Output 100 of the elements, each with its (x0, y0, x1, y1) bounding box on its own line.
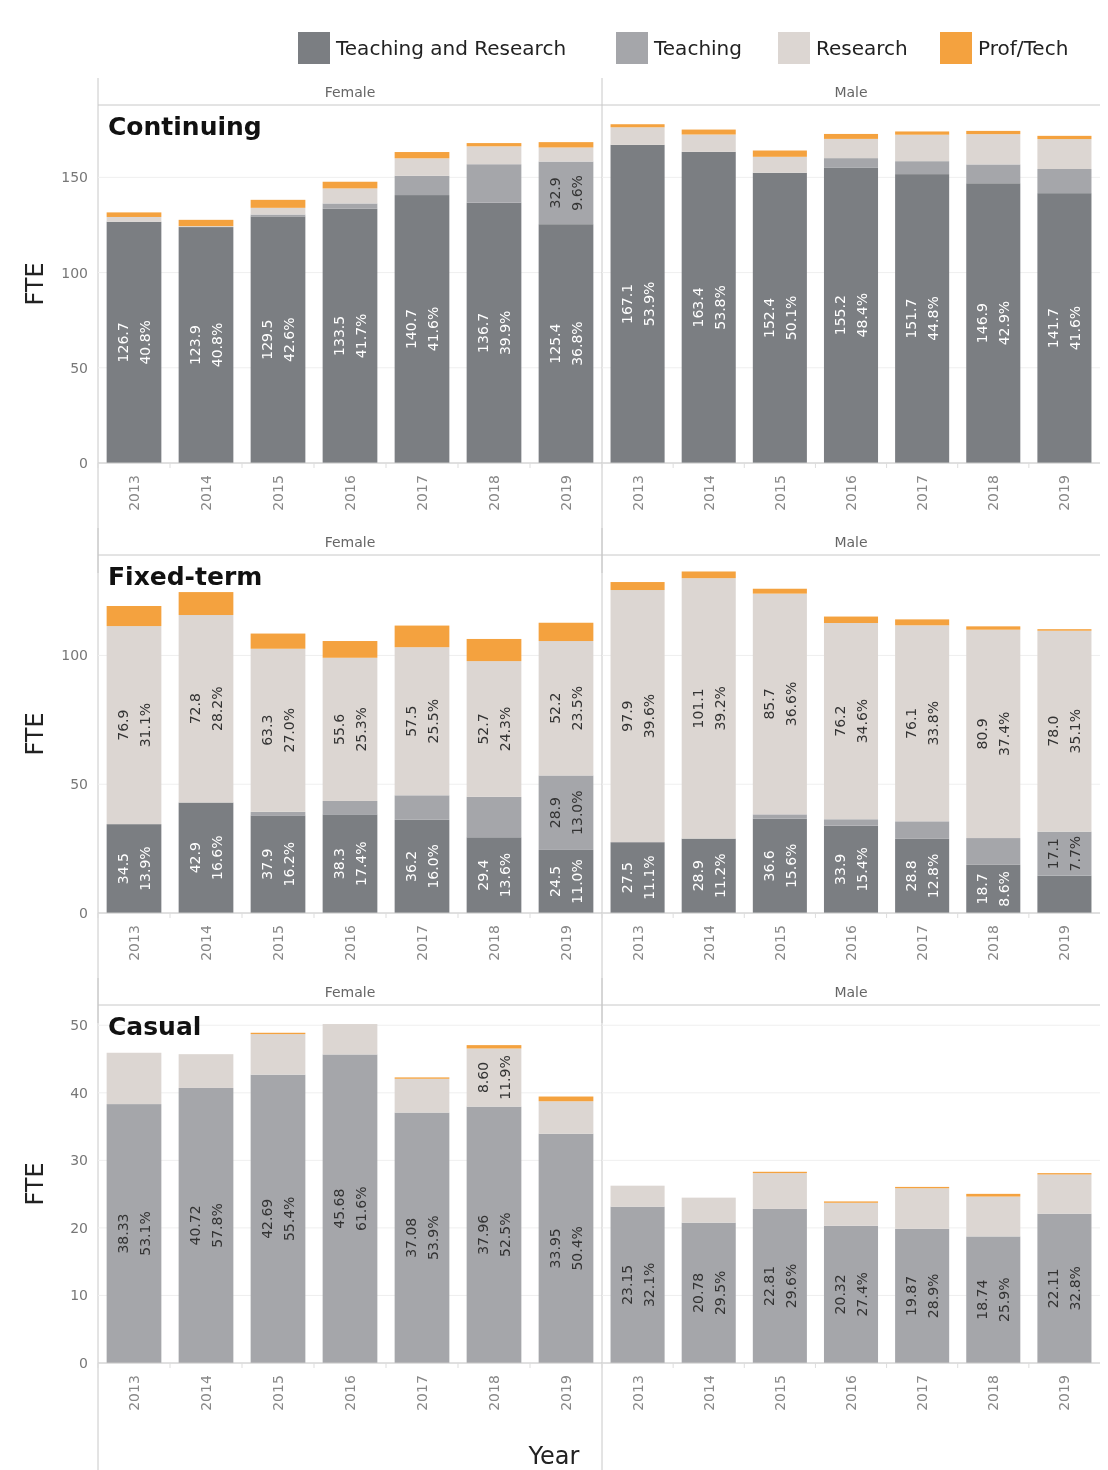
data-label: 18.74 25.9% (974, 1277, 1013, 1322)
bar (394, 795, 450, 820)
chart-title: Casual (108, 1012, 202, 1041)
data-label: 155.2 48.4% (832, 292, 870, 338)
x-tick-label: 2014 (700, 925, 717, 961)
chart-subtitle: Male (834, 984, 868, 1000)
bar (466, 1045, 522, 1049)
bar (895, 134, 950, 162)
bar (966, 1236, 1021, 1363)
data-label: 133.5 41.7% (331, 313, 369, 359)
bar (250, 1034, 306, 1075)
x-tick-label: 2016 (843, 1375, 859, 1411)
x-tick-label: 2013 (629, 925, 646, 961)
x-tick-label: 2014 (198, 925, 214, 961)
bar (823, 158, 879, 168)
bar (895, 619, 950, 626)
bar (538, 641, 594, 776)
x-tick-label: 2019 (558, 475, 574, 511)
chart-title: Fixed-term (108, 562, 263, 591)
data-label: 76.2 34.6% (832, 698, 870, 744)
y-tick-label: 0 (79, 905, 88, 921)
bar (752, 150, 807, 157)
bar (752, 1173, 807, 1209)
bar (322, 1024, 378, 1055)
bar (322, 208, 378, 463)
x-tick-label: 2014 (198, 475, 214, 511)
y-tick-label: 0 (79, 1355, 88, 1371)
data-label: 126.7 40.8% (115, 320, 153, 365)
data-label: 36.2 16.0% (403, 844, 441, 889)
bar (322, 1054, 378, 1363)
bar (250, 1074, 306, 1363)
data-label: 29.4 13.6% (475, 852, 513, 898)
x-tick-label: 2017 (414, 925, 430, 961)
bar (1037, 139, 1092, 169)
data-label: 63.3 27.0% (259, 708, 297, 753)
bar (966, 134, 1021, 165)
data-label: 52.7 24.3% (475, 706, 513, 752)
bar (966, 164, 1021, 184)
legend-label: Teaching and Research (335, 36, 567, 60)
chart-subtitle: Female (324, 984, 376, 1000)
bar (178, 592, 234, 616)
bar (322, 657, 378, 801)
bar (681, 134, 736, 152)
bar (895, 161, 950, 175)
data-label: 76.9 31.1% (115, 702, 153, 748)
bar (178, 219, 234, 227)
bar (538, 1101, 594, 1134)
y-axis-title: FTE (21, 1162, 49, 1206)
bar (178, 1054, 234, 1088)
bar (394, 158, 450, 176)
bar (466, 143, 522, 147)
bar (823, 1225, 879, 1363)
x-tick-label: 2014 (198, 1375, 214, 1411)
data-label: 23.15 32.1% (618, 1262, 657, 1308)
data-label: 141.7 41.6% (1045, 305, 1084, 351)
y-tick-label: 100 (61, 264, 88, 281)
data-label: 125.4 36.8% (547, 321, 585, 366)
data-label: 28.8 12.8% (903, 853, 942, 899)
x-tick-label: 2014 (700, 1375, 717, 1411)
bar (966, 130, 1021, 135)
data-label: 101.1 39.2% (689, 686, 728, 731)
bar (823, 825, 879, 913)
bar (1037, 135, 1092, 140)
data-label: 57.5 25.5% (403, 699, 441, 744)
data-label: 40.72 57.8% (187, 1203, 225, 1248)
bar (610, 144, 665, 463)
bar (681, 129, 736, 135)
bar (466, 164, 522, 203)
bar (681, 1222, 736, 1363)
bar (106, 606, 162, 627)
data-label: 20.78 29.5% (689, 1270, 728, 1316)
bar (250, 216, 306, 463)
data-label: 22.11 32.8% (1045, 1266, 1084, 1311)
data-label: 163.4 53.8% (689, 285, 728, 330)
bar (1037, 1174, 1092, 1214)
bar (538, 1133, 594, 1363)
bar (895, 625, 950, 822)
chart-subtitle: Female (324, 84, 376, 100)
bar (106, 824, 162, 913)
x-axis-title: Year (527, 1442, 580, 1470)
bar (610, 582, 665, 591)
bar (823, 133, 879, 139)
bar (1037, 875, 1092, 913)
data-label: 37.9 16.2% (259, 841, 297, 887)
y-tick-label: 50 (70, 359, 88, 376)
bar (966, 626, 1021, 630)
data-label: 28.9 13.0% (547, 790, 585, 835)
data-label: 52.2 23.5% (547, 686, 585, 731)
y-tick-label: 10 (70, 1287, 88, 1304)
bar (823, 616, 879, 623)
legend-label: Teaching (653, 36, 742, 60)
data-label: 37.08 53.9% (403, 1215, 441, 1261)
bar (322, 188, 378, 204)
bar (466, 1106, 522, 1363)
bar (322, 641, 378, 658)
legend-label: Prof/Tech (978, 36, 1069, 60)
data-label: 37.96 52.5% (475, 1212, 513, 1258)
bar (106, 216, 162, 222)
x-tick-label: 2018 (985, 925, 1002, 961)
x-tick-label: 2015 (771, 1375, 788, 1411)
